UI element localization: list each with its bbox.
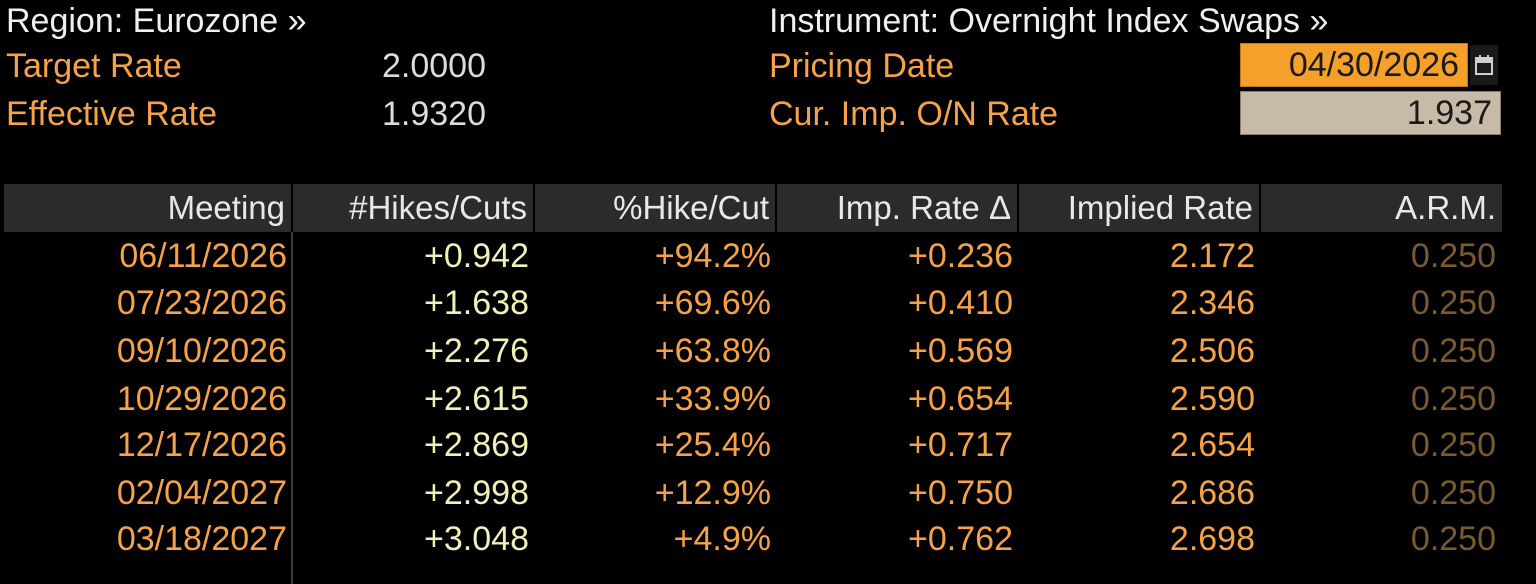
meeting-date-cell: 10/29/2026 [116, 379, 287, 418]
imp-rate-delta-cell: +0.762 [908, 519, 1013, 558]
implied-rate-cell: 2.346 [1169, 283, 1255, 322]
table-row[interactable]: 09/10/2026 +2.276 +63.8% +0.569 2.506 0.250 [4, 327, 1502, 375]
arm-value-cell: 0.250 [1410, 331, 1496, 370]
column-header-arm[interactable]: A.R.M. [1395, 189, 1496, 226]
hikes-cuts-cell: +0.942 [424, 236, 529, 275]
arm-value-cell: 0.250 [1410, 425, 1496, 464]
hikes-cuts-cell: +2.276 [424, 331, 529, 370]
table-row[interactable]: 12/17/2026 +2.869 +25.4% +0.717 2.654 0.250 [4, 421, 1502, 469]
implied-rate-cell: 2.654 [1169, 425, 1255, 464]
hikes-cuts-cell: +2.869 [424, 425, 529, 464]
table-row[interactable]: 06/11/2026 +0.942 +94.2% +0.236 2.172 0.250 [4, 232, 1502, 280]
target-rate-label: Target Rate [6, 47, 182, 85]
cur-imp-rate-field[interactable]: 1.937 [1240, 91, 1501, 135]
arm-value-cell: 0.250 [1410, 236, 1496, 275]
implied-rate-cell: 2.506 [1169, 331, 1255, 370]
effective-rate-label: Effective Rate [6, 95, 218, 133]
instrument-selector[interactable]: Instrument: Overnight Index Swaps » [769, 2, 1329, 40]
hikes-cuts-cell: +2.615 [424, 379, 529, 418]
pct-hike-cut-cell: +33.9% [654, 379, 771, 418]
arm-value-cell: 0.250 [1410, 283, 1496, 322]
implied-rate-cell: 2.590 [1169, 379, 1255, 418]
imp-rate-delta-cell: +0.750 [908, 473, 1013, 512]
region-selector[interactable]: Region: Eurozone » [6, 2, 307, 40]
pct-hike-cut-cell: +63.8% [654, 331, 771, 370]
column-header-pct[interactable]: %Hike/Cut [535, 184, 777, 232]
meeting-date-cell: 12/17/2026 [116, 425, 287, 464]
imp-rate-delta-cell: +0.410 [908, 283, 1013, 322]
pct-hike-cut-cell: +25.4% [654, 425, 771, 464]
imp-rate-delta-cell: +0.569 [908, 331, 1013, 370]
table-row[interactable]: 02/04/2027 +2.998 +12.9% +0.750 2.686 0.250 [4, 469, 1502, 517]
meeting-date-cell: 06/11/2026 [119, 236, 287, 275]
rate-probability-table: Meeting #Hikes/Cuts %Hike/Cut Imp. Rate … [4, 184, 1502, 584]
column-header-hikes[interactable]: #Hikes/Cuts [293, 184, 535, 232]
table-row[interactable]: 03/18/2027 +3.048 +4.9% +0.762 2.698 0.250 [4, 515, 1502, 563]
column-divider [291, 232, 293, 584]
meeting-date-cell: 07/23/2026 [116, 283, 287, 322]
meeting-date-cell: 09/10/2026 [116, 331, 287, 370]
pct-hike-cut-cell: +69.6% [654, 283, 771, 322]
effective-rate-value: 1.9320 [382, 95, 486, 133]
arm-value-cell: 0.250 [1410, 379, 1496, 418]
pct-hike-cut-cell: +4.9% [673, 519, 771, 558]
cur-imp-rate-label: Cur. Imp. O/N Rate [769, 95, 1059, 133]
arm-value-cell: 0.250 [1410, 473, 1496, 512]
pricing-date-label: Pricing Date [769, 47, 955, 85]
table-header: Meeting #Hikes/Cuts %Hike/Cut Imp. Rate … [4, 184, 1502, 232]
pct-hike-cut-cell: +94.2% [654, 236, 771, 275]
imp-rate-delta-cell: +0.717 [908, 425, 1013, 464]
imp-rate-delta-cell: +0.654 [908, 379, 1013, 418]
column-header-meeting[interactable]: Meeting [4, 184, 293, 232]
hikes-cuts-cell: +3.048 [424, 519, 529, 558]
table-row[interactable]: 07/23/2026 +1.638 +69.6% +0.410 2.346 0.250 [4, 279, 1502, 327]
implied-rate-cell: 2.686 [1169, 473, 1255, 512]
hikes-cuts-cell: +2.998 [424, 473, 529, 512]
pricing-date-field[interactable]: 04/30/2026 [1240, 43, 1468, 87]
calendar-icon[interactable] [1470, 45, 1498, 85]
hikes-cuts-cell: +1.638 [424, 283, 529, 322]
table-row[interactable]: 10/29/2026 +2.615 +33.9% +0.654 2.590 0.250 [4, 375, 1502, 423]
meeting-date-cell: 03/18/2027 [116, 519, 287, 558]
meeting-date-cell: 02/04/2027 [116, 473, 287, 512]
pct-hike-cut-cell: +12.9% [654, 473, 771, 512]
implied-rate-cell: 2.172 [1169, 236, 1255, 275]
target-rate-value: 2.0000 [382, 47, 486, 85]
imp-rate-delta-cell: +0.236 [908, 236, 1013, 275]
column-header-implied[interactable]: Implied Rate [1019, 184, 1261, 232]
arm-value-cell: 0.250 [1410, 519, 1496, 558]
column-header-delta[interactable]: Imp. Rate Δ [777, 184, 1019, 232]
implied-rate-cell: 2.698 [1169, 519, 1255, 558]
